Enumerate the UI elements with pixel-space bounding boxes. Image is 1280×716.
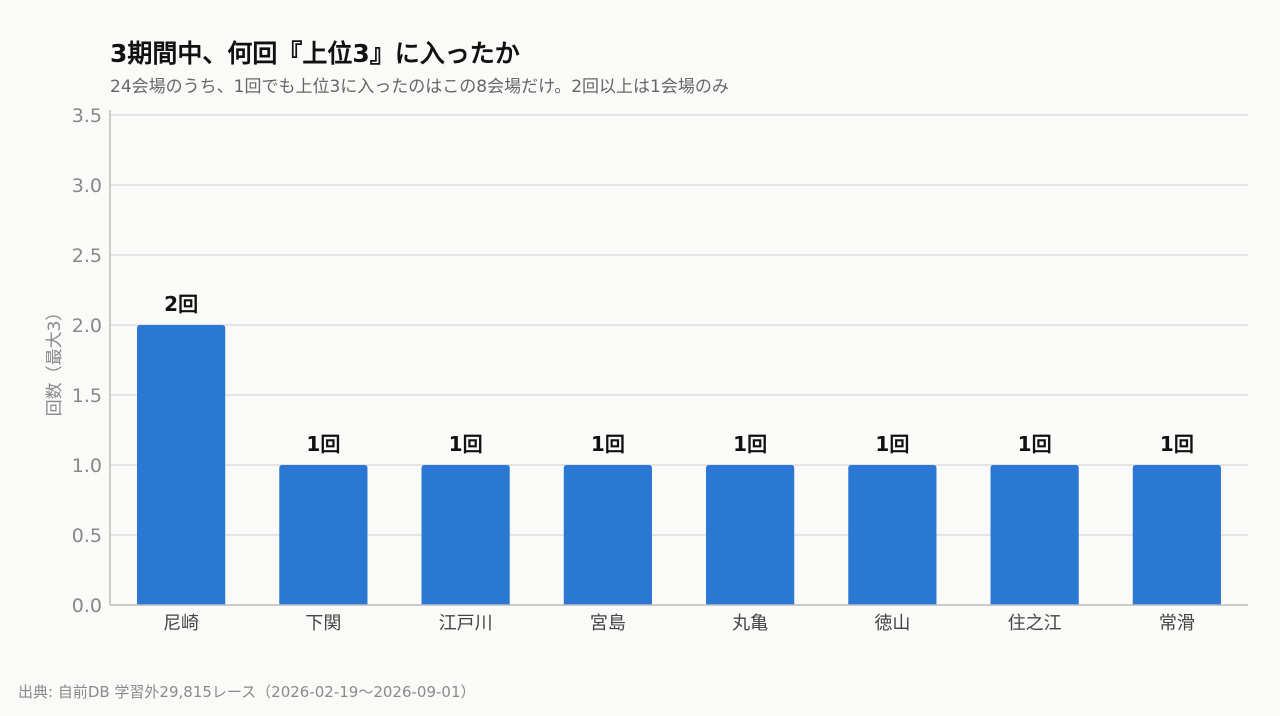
y-tick-label: 3.0 — [72, 175, 102, 197]
bar — [421, 465, 510, 605]
y-tick-label: 3.5 — [72, 105, 102, 127]
bar — [279, 465, 368, 605]
y-tick-label: 0.0 — [72, 595, 102, 617]
y-axis-title: 回数（最大3） — [45, 304, 65, 417]
chart-title: 3期間中、何回『上位3』に入ったか — [110, 39, 520, 68]
data-label: 1回 — [306, 432, 340, 456]
data-label: 1回 — [875, 432, 909, 456]
y-tick-label: 0.5 — [72, 525, 102, 547]
data-label: 1回 — [449, 432, 483, 456]
bar — [1132, 465, 1221, 605]
x-category-label: 尼崎 — [163, 613, 199, 634]
data-label: 2回 — [164, 292, 198, 316]
y-tick-label: 2.5 — [72, 245, 102, 267]
x-category-label: 下関 — [305, 613, 341, 634]
bar — [137, 325, 226, 605]
x-category-label: 住之江 — [1008, 613, 1062, 634]
x-category-label: 宮島 — [590, 613, 626, 634]
y-tick-label: 2.0 — [72, 315, 102, 337]
bar — [563, 465, 652, 605]
x-category-label: 徳山 — [874, 613, 910, 634]
data-label: 1回 — [591, 432, 625, 456]
data-label: 1回 — [1018, 432, 1052, 456]
x-category-label: 常滑 — [1159, 613, 1195, 634]
data-label: 1回 — [1160, 432, 1194, 456]
x-category-label: 丸亀 — [732, 613, 768, 634]
data-label: 1回 — [733, 432, 767, 456]
bar — [990, 465, 1079, 605]
y-tick-label: 1.5 — [72, 385, 102, 407]
bar — [848, 465, 937, 605]
bars — [137, 325, 1221, 605]
chart-subtitle: 24会場のうち、1回でも上位3に入ったのはこの8会場だけ。2回以上は1会場のみ — [110, 77, 729, 97]
y-tick-label: 1.0 — [72, 455, 102, 477]
source-note: 出典: 自前DB 学習外29,815レース（2026-02-19〜2026-09… — [18, 683, 476, 701]
bar — [706, 465, 795, 605]
x-category-label: 江戸川 — [439, 613, 493, 634]
axes — [109, 110, 1248, 606]
